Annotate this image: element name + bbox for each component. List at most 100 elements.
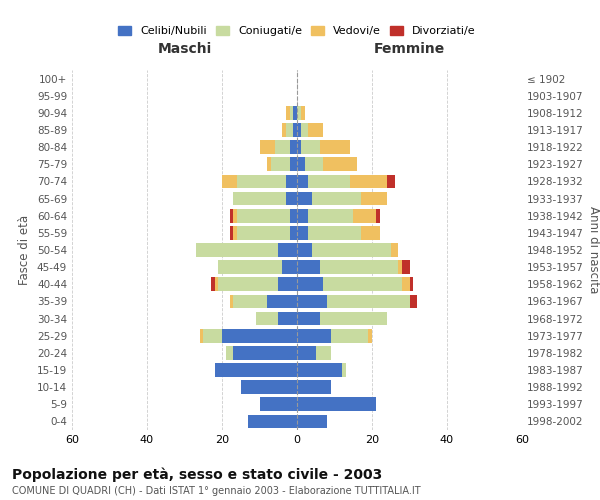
Bar — [233, 226, 237, 239]
Bar — [233, 294, 267, 308]
Bar — [196, 243, 278, 257]
Bar — [260, 398, 297, 411]
Bar — [286, 106, 290, 120]
Bar — [297, 398, 376, 411]
Bar — [297, 226, 308, 239]
Bar — [320, 312, 387, 326]
Bar — [398, 260, 402, 274]
Bar — [241, 380, 297, 394]
Bar — [267, 158, 271, 171]
Bar — [327, 294, 409, 308]
Bar — [297, 414, 327, 428]
Legend: Celibi/Nubili, Coniugati/e, Vedovi/e, Divorziati/e: Celibi/Nubili, Coniugati/e, Vedovi/e, Di… — [114, 22, 480, 41]
Bar — [218, 278, 278, 291]
Bar — [290, 158, 297, 171]
Bar — [320, 140, 349, 154]
Bar — [297, 209, 308, 222]
Bar — [297, 294, 327, 308]
Bar — [409, 278, 413, 291]
Bar — [323, 278, 402, 291]
Bar — [237, 209, 290, 222]
Bar — [271, 158, 290, 171]
Bar — [297, 140, 301, 154]
Bar — [391, 243, 398, 257]
Bar — [368, 329, 372, 342]
Bar — [331, 329, 368, 342]
Bar — [297, 380, 331, 394]
Bar — [286, 123, 293, 137]
Bar — [301, 123, 308, 137]
Bar — [233, 192, 286, 205]
Bar — [297, 278, 323, 291]
Bar — [297, 243, 312, 257]
Bar — [353, 209, 376, 222]
Bar — [312, 192, 361, 205]
Bar — [308, 226, 361, 239]
Bar — [290, 209, 297, 222]
Bar — [301, 140, 320, 154]
Bar — [312, 243, 391, 257]
Bar — [297, 158, 305, 171]
Bar — [233, 346, 297, 360]
Bar — [282, 260, 297, 274]
Bar — [297, 260, 320, 274]
Bar — [316, 346, 331, 360]
Text: Maschi: Maschi — [157, 42, 212, 56]
Bar — [376, 209, 380, 222]
Bar — [248, 414, 297, 428]
Bar — [297, 363, 342, 377]
Bar — [226, 346, 233, 360]
Bar — [402, 260, 409, 274]
Bar — [293, 123, 297, 137]
Bar — [282, 123, 286, 137]
Bar — [387, 174, 395, 188]
Bar — [290, 106, 293, 120]
Bar — [237, 226, 290, 239]
Bar — [361, 192, 387, 205]
Bar — [308, 123, 323, 137]
Bar — [203, 329, 222, 342]
Text: COMUNE DI QUADRI (CH) - Dati ISTAT 1° gennaio 2003 - Elaborazione TUTTITALIA.IT: COMUNE DI QUADRI (CH) - Dati ISTAT 1° ge… — [12, 486, 421, 496]
Bar — [237, 174, 286, 188]
Bar — [323, 158, 357, 171]
Bar — [229, 226, 233, 239]
Text: Popolazione per età, sesso e stato civile - 2003: Popolazione per età, sesso e stato civil… — [12, 468, 382, 482]
Bar — [297, 312, 320, 326]
Bar — [293, 106, 297, 120]
Bar — [290, 140, 297, 154]
Bar — [229, 209, 233, 222]
Bar — [222, 329, 297, 342]
Y-axis label: Fasce di età: Fasce di età — [19, 215, 31, 285]
Bar — [256, 312, 278, 326]
Bar — [218, 260, 282, 274]
Bar — [275, 140, 290, 154]
Bar — [305, 158, 323, 171]
Bar — [215, 278, 218, 291]
Bar — [286, 192, 297, 205]
Bar — [290, 226, 297, 239]
Bar — [308, 174, 349, 188]
Bar — [278, 243, 297, 257]
Bar — [222, 174, 237, 188]
Bar — [297, 123, 301, 137]
Bar — [278, 278, 297, 291]
Bar — [308, 209, 353, 222]
Bar — [297, 106, 301, 120]
Bar — [402, 278, 409, 291]
Bar — [297, 346, 316, 360]
Bar — [409, 294, 417, 308]
Bar — [320, 260, 398, 274]
Bar — [260, 140, 275, 154]
Y-axis label: Anni di nascita: Anni di nascita — [587, 206, 600, 294]
Bar — [229, 294, 233, 308]
Text: Femmine: Femmine — [374, 42, 445, 56]
Bar — [215, 363, 297, 377]
Bar — [199, 329, 203, 342]
Bar — [349, 174, 387, 188]
Bar — [297, 174, 308, 188]
Bar — [361, 226, 380, 239]
Bar — [211, 278, 215, 291]
Bar — [297, 192, 312, 205]
Bar — [278, 312, 297, 326]
Bar — [267, 294, 297, 308]
